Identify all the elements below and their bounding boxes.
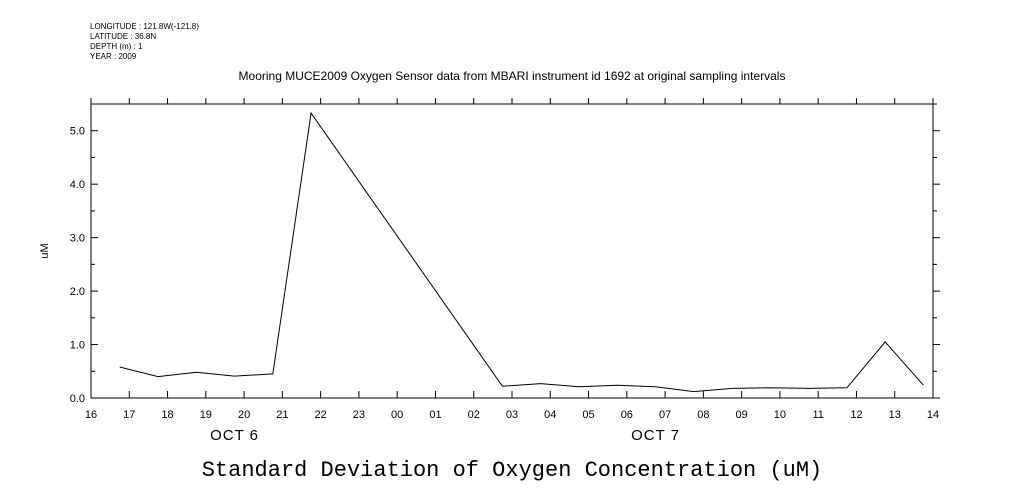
y-tick-label: 4.0 — [70, 179, 85, 191]
y-tick-label: 1.0 — [70, 340, 85, 352]
x-tick-label: 23 — [353, 409, 365, 421]
date-labels: OCT 6 OCT 7 — [210, 427, 680, 444]
x-tick-label: 04 — [544, 409, 556, 421]
longitude-label: LONGITUDE : 121.8W(-121.8) — [90, 22, 199, 31]
x-tick-label: 11 — [812, 409, 823, 421]
chart-title: Mooring MUCE2009 Oxygen Sensor data from… — [239, 69, 786, 83]
x-tick-label: 06 — [621, 409, 633, 421]
x-tick-label: 08 — [697, 409, 709, 421]
x-tick-label: 09 — [736, 409, 748, 421]
x-tick-label: 19 — [200, 409, 212, 421]
y-tick-label: 5.0 — [70, 126, 85, 138]
x-tick-label: 05 — [582, 409, 594, 421]
x-tick-label: 14 — [927, 409, 939, 421]
x-tick-label: 16 — [85, 409, 97, 421]
x-tick-labels: 16 17 18 19 20 21 22 23 00 01 02 03 04 05 06 07 08 09 10 11… — [85, 409, 939, 421]
series-line-oxygen-std — [119, 111, 924, 393]
x-tick-label: 12 — [850, 409, 862, 421]
plot-frame — [90, 103, 934, 399]
y-tick-label: 2.0 — [70, 286, 85, 298]
x-tick-label: 00 — [391, 409, 403, 421]
y-tick-label: 0.0 — [70, 393, 85, 405]
x-tick-label: 01 — [429, 409, 441, 421]
x-tick-label: 07 — [659, 409, 671, 421]
x-tick-label: 10 — [774, 409, 786, 421]
metadata-block: LONGITUDE : 121.8W(-121.8) LATITUDE : 36… — [90, 22, 199, 62]
tick-marks — [90, 98, 940, 399]
x-tick-label: 22 — [315, 409, 327, 421]
depth-label: DEPTH (m) : 1 — [90, 42, 143, 51]
x-tick-label: 02 — [468, 409, 480, 421]
x-tick-label: 03 — [506, 409, 518, 421]
date-label: OCT 6 — [210, 427, 259, 444]
y-axis-label: uM — [39, 243, 51, 258]
year-label: YEAR : 2009 — [90, 52, 137, 61]
y-tick-labels: 0.0 1.0 2.0 3.0 4.0 5.0 — [70, 126, 85, 405]
x-tick-label: 13 — [889, 409, 901, 421]
y-tick-label: 3.0 — [70, 233, 85, 245]
x-tick-label: 18 — [161, 409, 173, 421]
latitude-label: LATITUDE : 36.8N — [90, 32, 157, 41]
x-tick-label: 20 — [238, 409, 250, 421]
date-label: OCT 7 — [631, 427, 680, 444]
x-axis-label: Standard Deviation of Oxygen Concentrati… — [202, 458, 823, 483]
x-tick-label: 21 — [276, 409, 288, 421]
x-tick-label: 17 — [123, 409, 135, 421]
